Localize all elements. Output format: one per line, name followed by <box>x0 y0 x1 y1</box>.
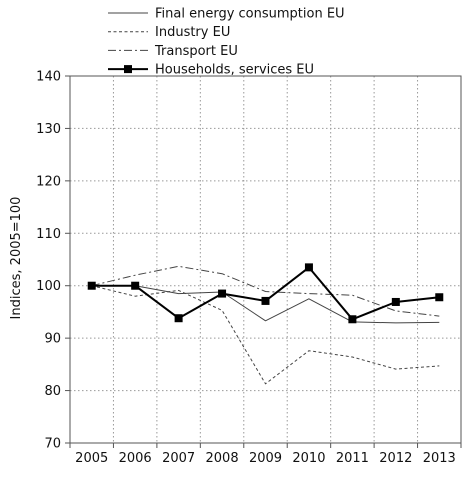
x-tick-label: 2012 <box>379 451 412 466</box>
data-point-marker <box>261 296 270 305</box>
grid <box>70 76 461 443</box>
y-tick-label: 110 <box>36 227 61 242</box>
x-tick-label: 2006 <box>119 451 152 466</box>
data-point-marker <box>174 314 183 323</box>
series-lines <box>87 263 444 385</box>
legend-marker <box>124 65 132 74</box>
data-point-marker <box>435 293 444 302</box>
x-tick-label: 2010 <box>292 451 325 466</box>
x-tick-label: 2009 <box>249 451 282 466</box>
y-tick-label: 90 <box>44 332 61 347</box>
legend: Final energy consumption EU Industry EU Tr… <box>108 7 345 78</box>
series-line-4 <box>91 266 440 321</box>
data-point-marker <box>391 297 400 306</box>
y-axis-label: Indices, 2005=100 <box>9 197 24 320</box>
legend-label: Transport EU <box>154 44 238 59</box>
data-point-marker <box>348 315 357 324</box>
x-tick-label: 2007 <box>162 451 195 466</box>
legend-label: Industry EU <box>155 25 230 40</box>
legend-label: Final energy consumption EU <box>155 7 345 22</box>
y-tick-label: 100 <box>36 279 61 294</box>
y-tick-label: 80 <box>44 384 61 399</box>
y-tick-label: 70 <box>44 437 61 452</box>
data-point-marker <box>87 281 96 290</box>
axes: 70 80 90 100 110 120 130 140 2005 2006 2007 2008 200… <box>36 70 462 466</box>
y-tick-label: 130 <box>36 122 61 137</box>
series-line-2 <box>91 285 440 385</box>
series-line-1 <box>91 285 440 324</box>
legend-label: Households, services EU <box>155 63 314 78</box>
data-point-marker <box>218 289 227 298</box>
x-tick-label: 2013 <box>423 451 456 466</box>
data-point-marker <box>304 263 313 272</box>
x-tick-label: 2008 <box>206 451 239 466</box>
x-tick-label: 2011 <box>336 451 369 466</box>
y-tick-label: 140 <box>36 70 61 85</box>
plot-frame <box>69 75 462 444</box>
x-tick-label: 2005 <box>75 451 108 466</box>
data-point-marker <box>131 281 140 290</box>
series-line-3 <box>91 265 440 317</box>
y-tick-label: 120 <box>36 174 61 189</box>
